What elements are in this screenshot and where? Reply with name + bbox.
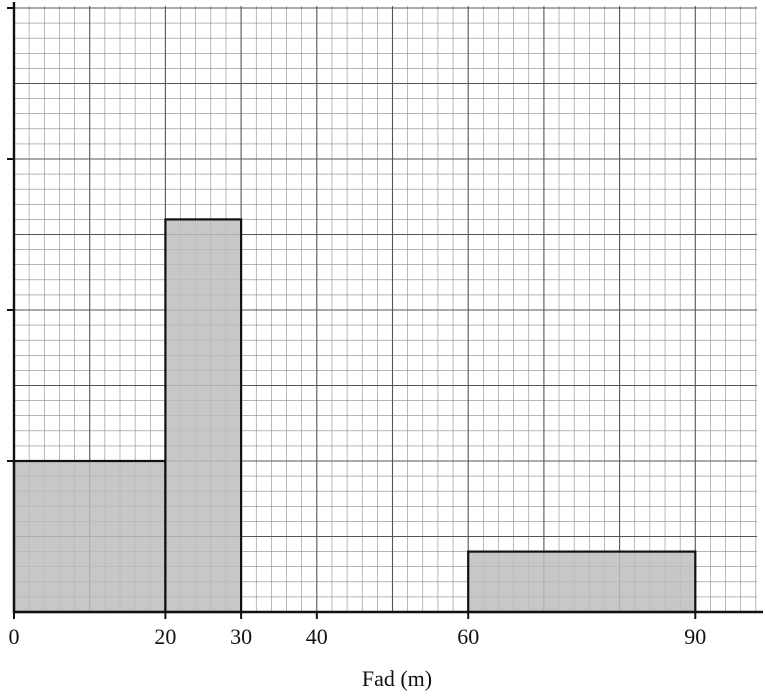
- x-tick-label: 30: [230, 624, 252, 649]
- x-tick-label: 0: [9, 624, 20, 649]
- histogram-bar-3: [467, 550, 697, 614]
- x-tick-label: 60: [457, 624, 479, 649]
- x-tick-label: 20: [154, 624, 176, 649]
- histogram-bar-2: [164, 218, 243, 614]
- x-tick-labels: 0 20 30 40 60 90: [9, 624, 707, 649]
- grid-minor-lines: [14, 6, 757, 612]
- x-tick-label: 40: [306, 624, 328, 649]
- x-tick-label: 90: [684, 624, 706, 649]
- x-axis-label: Fad (m): [362, 666, 432, 691]
- histogram-bar-1: [12, 459, 167, 614]
- axes: [7, 2, 763, 619]
- histogram-bars: [12, 218, 697, 614]
